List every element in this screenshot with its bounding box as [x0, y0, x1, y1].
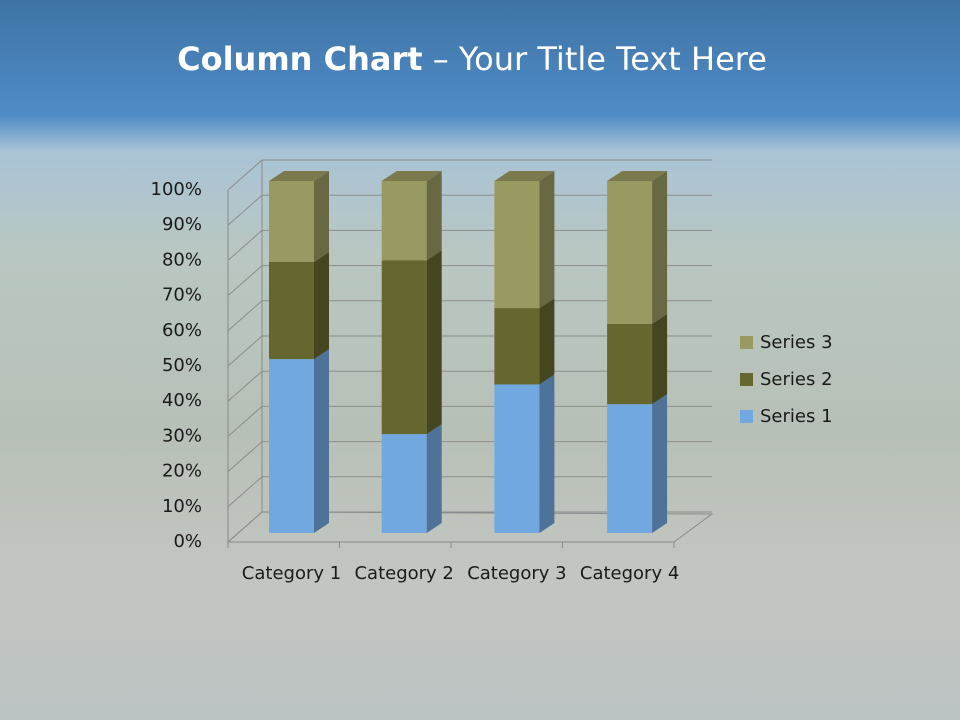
- y-tick-label: 90%: [162, 214, 202, 235]
- y-tick-label: 70%: [162, 285, 202, 306]
- bar: [607, 181, 653, 324]
- legend-swatch: [740, 410, 753, 423]
- bar-side: [539, 171, 555, 309]
- bar: [494, 308, 540, 385]
- bar-top: [494, 171, 555, 181]
- y-tick-label: 10%: [162, 496, 202, 517]
- title-text: – Your Title Text Here: [432, 40, 767, 78]
- bar-side: [426, 424, 442, 533]
- bar: [269, 359, 314, 533]
- legend-swatch: [740, 336, 753, 349]
- bar-side: [652, 313, 668, 405]
- y-tick-label: 100%: [151, 179, 202, 200]
- bar: [607, 404, 653, 533]
- bar: [381, 260, 427, 435]
- bar-side: [652, 394, 668, 533]
- y-tick-label: 30%: [162, 425, 202, 446]
- x-tick-label: Category 2: [354, 563, 454, 584]
- legend-label: Series 2: [760, 369, 833, 390]
- bar: [381, 181, 427, 261]
- y-tick-label: 20%: [162, 461, 202, 482]
- bar-side: [652, 171, 668, 324]
- bar-side: [314, 251, 329, 360]
- bar-top: [607, 171, 668, 181]
- bar: [494, 181, 540, 309]
- legend-label: Series 1: [760, 406, 833, 427]
- bar-side: [426, 250, 442, 435]
- bar-top: [269, 171, 329, 181]
- bar: [381, 434, 427, 533]
- x-tick-label: Category 4: [579, 563, 680, 584]
- legend-swatch: [740, 373, 753, 386]
- y-tick-label: 50%: [162, 355, 202, 376]
- bar: [269, 181, 314, 262]
- bar: [269, 261, 314, 360]
- legend-label: Series 3: [760, 332, 833, 353]
- x-tick-label: Category 3: [467, 563, 567, 584]
- bar: [494, 384, 540, 533]
- bar-side: [426, 171, 442, 261]
- y-tick-label: 80%: [162, 249, 202, 270]
- y-tick-label: 60%: [162, 320, 202, 341]
- bar-side: [539, 374, 555, 533]
- title: Column Chart – Your Title Text Here: [0, 40, 944, 78]
- title-bold: Column Chart: [177, 40, 423, 78]
- bar-side: [314, 349, 329, 533]
- bar-top: [381, 171, 442, 181]
- x-tick-label: Category 1: [241, 563, 342, 584]
- y-tick-label: 0%: [173, 531, 202, 552]
- y-tick-label: 40%: [162, 390, 202, 411]
- bar-side: [314, 171, 329, 262]
- bar: [607, 323, 653, 405]
- bar-side: [539, 298, 555, 385]
